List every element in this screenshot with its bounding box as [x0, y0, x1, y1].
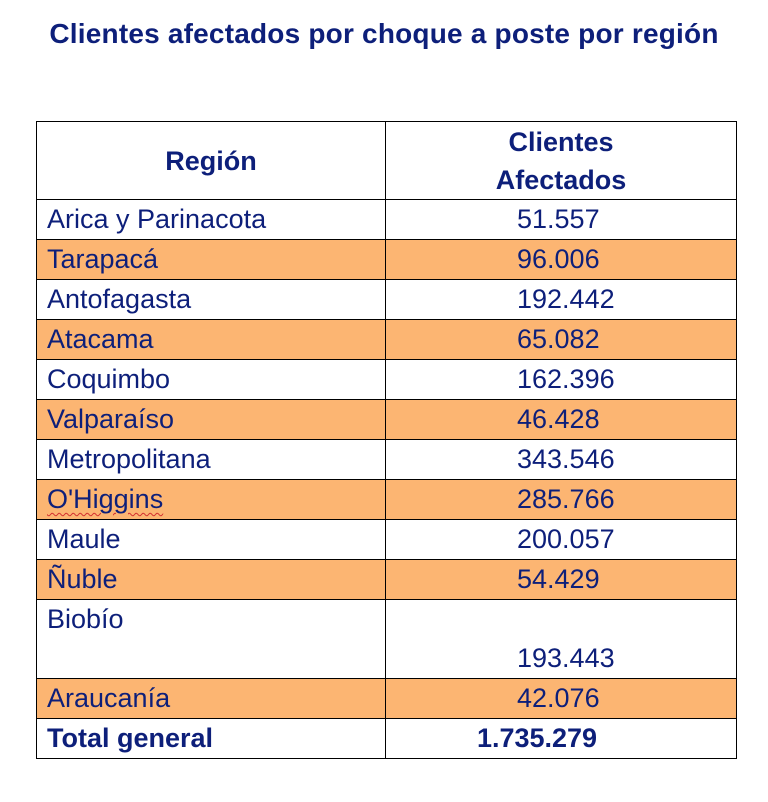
- clientes-cell: 51.557: [385, 199, 737, 240]
- clientes-cell: 343.546: [385, 439, 737, 480]
- region-cell: Tarapacá: [36, 239, 386, 280]
- clientes-table: Región Clientes Afectados Arica y Parina…: [36, 121, 737, 759]
- table-row: Antofagasta 192.442: [36, 279, 737, 320]
- clientes-cell: 193.443: [385, 599, 737, 679]
- clientes-cell: 42.076: [385, 678, 737, 719]
- region-cell: O'Higgins: [36, 479, 386, 520]
- clientes-cell: 200.057: [385, 519, 737, 560]
- region-cell: Atacama: [36, 319, 386, 360]
- header-clientes-line2: Afectados: [495, 164, 627, 195]
- total-label: Total general: [36, 718, 386, 759]
- region-cell: Metropolitana: [36, 439, 386, 480]
- total-row: Total general 1.735.279: [36, 718, 737, 759]
- table-row: Valparaíso 46.428: [36, 399, 737, 440]
- region-label-spellcheck: O'Higgins: [47, 484, 164, 514]
- table-row: Maule 200.057: [36, 519, 737, 560]
- table-row: Biobío 193.443: [36, 599, 737, 679]
- header-clientes-line1: Clientes: [508, 126, 614, 157]
- clientes-cell: 162.396: [385, 359, 737, 400]
- table-header-row: Región Clientes Afectados: [36, 121, 737, 200]
- total-value: 1.735.279: [385, 718, 737, 759]
- region-cell: Antofagasta: [36, 279, 386, 320]
- table-row: Ñuble 54.429: [36, 559, 737, 600]
- table-row: O'Higgins 285.766: [36, 479, 737, 520]
- clientes-cell: 54.429: [385, 559, 737, 600]
- table-row: Tarapacá 96.006: [36, 239, 737, 280]
- header-region: Región: [36, 121, 386, 200]
- table-row: Araucanía 42.076: [36, 678, 737, 719]
- region-cell: Biobío: [36, 599, 386, 679]
- table-row: Coquimbo 162.396: [36, 359, 737, 400]
- table-row: Arica y Parinacota 51.557: [36, 199, 737, 240]
- region-cell: Valparaíso: [36, 399, 386, 440]
- header-clientes-afectados: Clientes Afectados: [385, 121, 737, 200]
- region-cell: Ñuble: [36, 559, 386, 600]
- clientes-cell: 46.428: [385, 399, 737, 440]
- region-cell: Maule: [36, 519, 386, 560]
- clientes-cell: 192.442: [385, 279, 737, 320]
- region-cell: Araucanía: [36, 678, 386, 719]
- region-cell: Coquimbo: [36, 359, 386, 400]
- page-title: Clientes afectados por choque a poste po…: [49, 18, 719, 49]
- table-row: Atacama 65.082: [36, 319, 737, 360]
- clientes-cell: 96.006: [385, 239, 737, 280]
- clientes-cell: 285.766: [385, 479, 737, 520]
- table-row: Metropolitana 343.546: [36, 439, 737, 480]
- clientes-cell: 65.082: [385, 319, 737, 360]
- region-cell: Arica y Parinacota: [36, 199, 386, 240]
